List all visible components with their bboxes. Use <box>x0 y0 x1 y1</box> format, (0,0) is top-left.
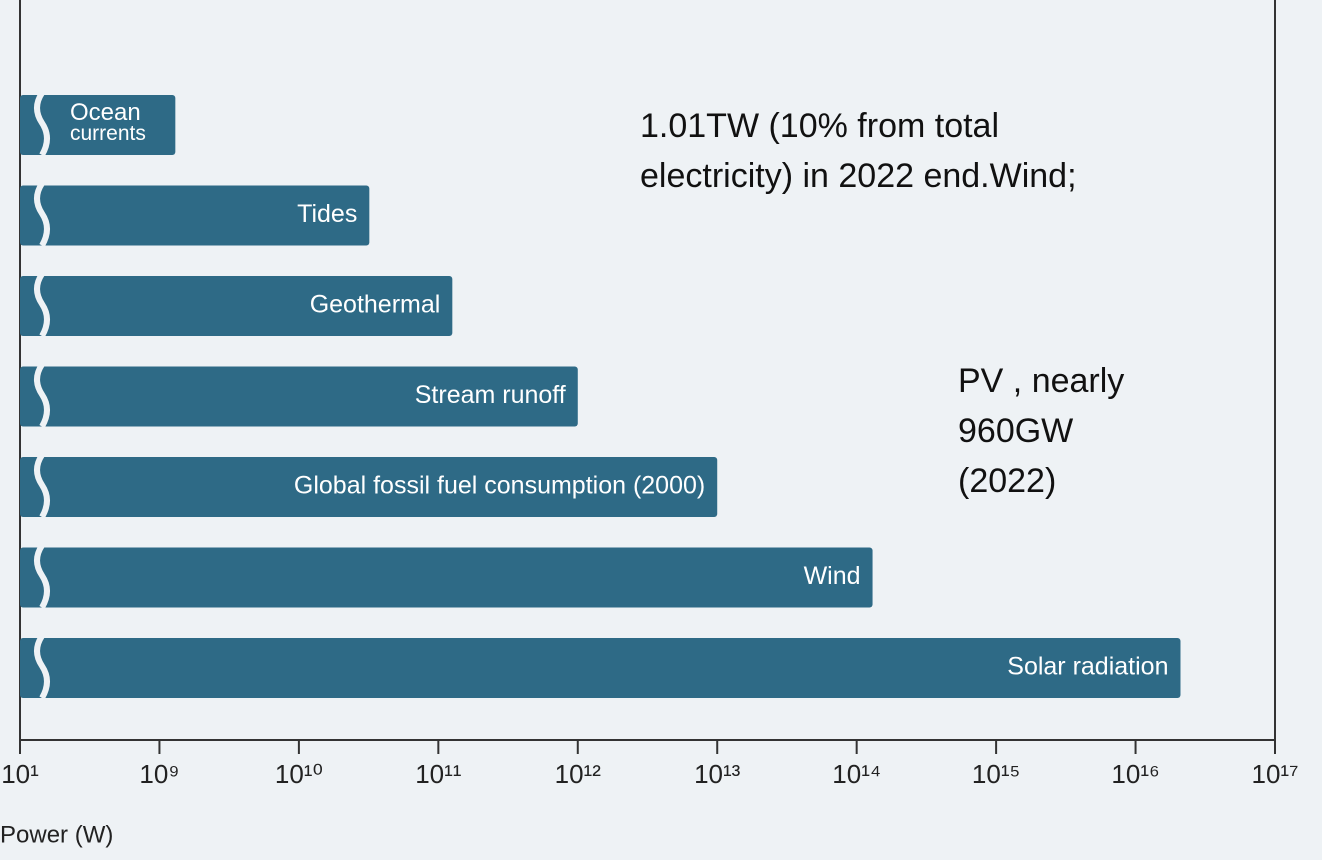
bar <box>20 457 718 517</box>
bar-label: Stream runoff <box>415 381 566 409</box>
bar <box>20 95 176 155</box>
bar <box>20 185 370 246</box>
plot-frame <box>19 0 1276 741</box>
bar-label: Solar radiation <box>1007 653 1168 681</box>
x-tick-label: 10¹⁰ <box>275 759 323 789</box>
axis-break <box>34 543 50 610</box>
annotation: (2022) <box>958 462 1056 500</box>
bar <box>20 547 873 608</box>
bar <box>20 366 578 427</box>
axis-break <box>34 181 50 248</box>
axis-break <box>34 453 50 519</box>
x-tick-label: 10¹⁷ <box>1252 759 1299 789</box>
axis-break <box>34 272 50 338</box>
axis-break <box>34 362 50 429</box>
bar-label: Ocean currents <box>70 99 146 144</box>
annotation: 1.01TW (10% from total <box>640 107 999 145</box>
axis-break <box>34 91 50 157</box>
axis-break <box>34 634 50 700</box>
x-tick-label: 10¹² <box>555 759 602 789</box>
annotation: PV , nearly <box>958 362 1124 400</box>
x-tick-label: 10¹ <box>1 759 39 789</box>
x-tick-label: 10¹⁴ <box>832 759 881 789</box>
annotation: 960GW <box>958 412 1073 450</box>
bar-label: Geothermal <box>310 291 441 319</box>
bar-label: Tides <box>297 200 357 228</box>
bar-label: Wind <box>804 562 861 590</box>
x-tick-label: 10¹¹ <box>415 759 462 789</box>
x-axis-label: Power (W) <box>0 821 113 848</box>
x-tick-label: 10¹⁶ <box>1111 759 1159 789</box>
bar-label: Global fossil fuel consumption (2000) <box>294 472 705 500</box>
bar <box>20 638 1181 698</box>
x-tick-label: 10¹⁵ <box>972 759 1020 789</box>
x-tick-label: 10¹³ <box>694 759 741 789</box>
bar <box>20 276 453 336</box>
annotation: electricity) in 2022 end.Wind; <box>640 157 1077 195</box>
x-tick-label: 10⁹ <box>139 759 179 789</box>
